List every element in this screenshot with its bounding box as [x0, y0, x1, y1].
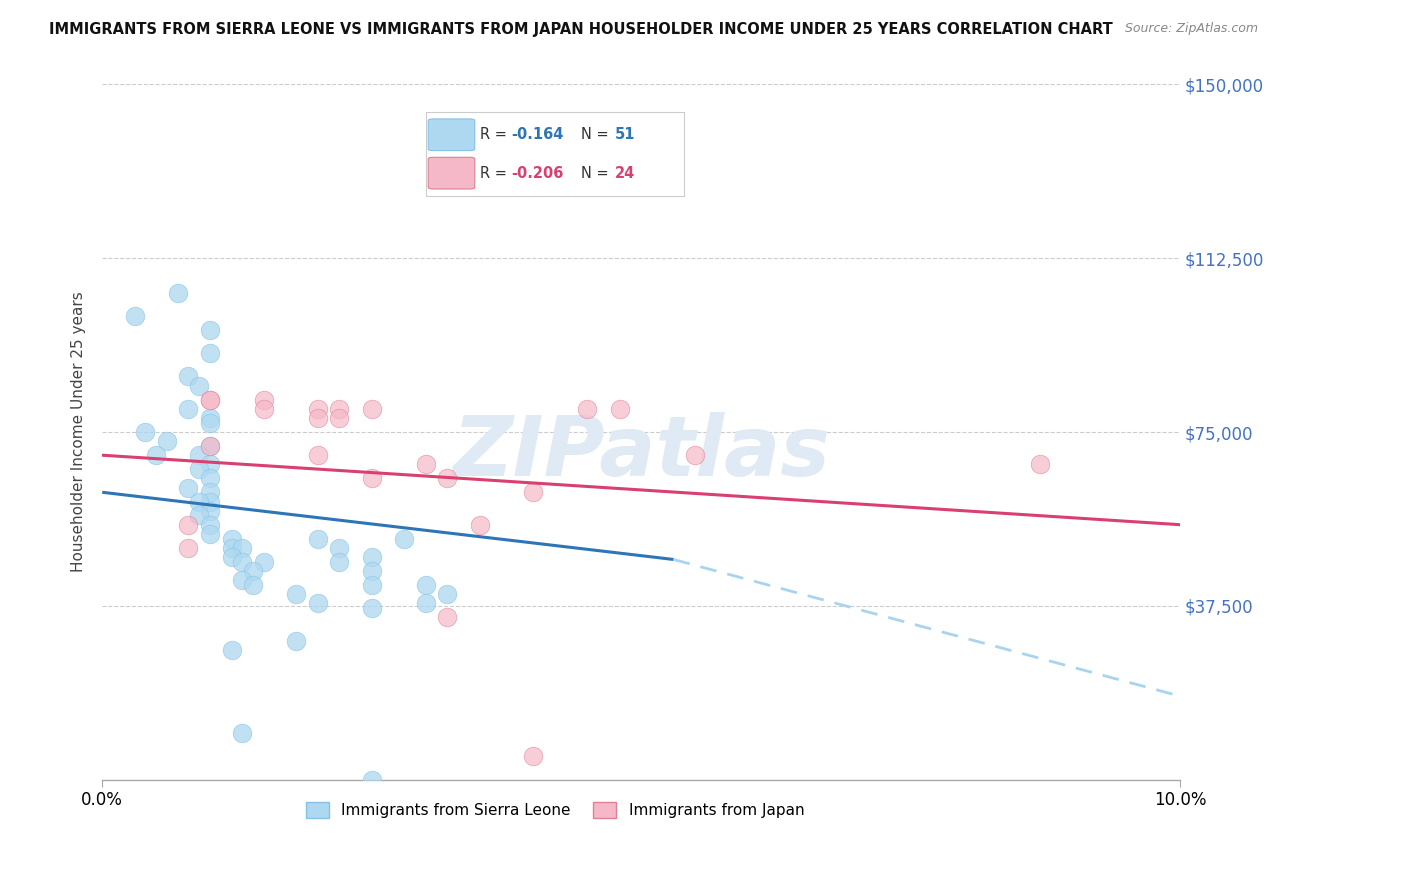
Point	[328, 401, 350, 416]
Point	[198, 416, 221, 430]
Point	[415, 458, 437, 472]
Point	[177, 541, 200, 555]
Point	[360, 471, 382, 485]
Point	[188, 462, 211, 476]
Point	[124, 309, 146, 323]
Text: ZIPatlas: ZIPatlas	[453, 412, 830, 493]
Point	[166, 285, 188, 300]
Text: Source: ZipAtlas.com: Source: ZipAtlas.com	[1125, 22, 1258, 36]
Point	[522, 749, 544, 764]
Point	[360, 401, 382, 416]
Text: IMMIGRANTS FROM SIERRA LEONE VS IMMIGRANTS FROM JAPAN HOUSEHOLDER INCOME UNDER 2: IMMIGRANTS FROM SIERRA LEONE VS IMMIGRAN…	[49, 22, 1114, 37]
Point	[177, 481, 200, 495]
Point	[683, 448, 706, 462]
Point	[231, 555, 253, 569]
Point	[360, 601, 382, 615]
Point	[360, 578, 382, 592]
Point	[231, 574, 253, 588]
Point	[145, 448, 167, 462]
Point	[1029, 458, 1052, 472]
Point	[198, 346, 221, 360]
Point	[188, 448, 211, 462]
Point	[609, 401, 631, 416]
Legend: Immigrants from Sierra Leone, Immigrants from Japan: Immigrants from Sierra Leone, Immigrants…	[299, 796, 810, 824]
Point	[134, 425, 156, 439]
Point	[221, 643, 243, 657]
Point	[221, 550, 243, 565]
Point	[198, 323, 221, 337]
Point	[253, 401, 276, 416]
Point	[177, 517, 200, 532]
Point	[177, 369, 200, 384]
Point	[392, 532, 415, 546]
Point	[242, 564, 264, 578]
Point	[328, 541, 350, 555]
Point	[522, 485, 544, 500]
Point	[156, 434, 179, 449]
Point	[198, 527, 221, 541]
Y-axis label: Householder Income Under 25 years: Householder Income Under 25 years	[72, 292, 86, 573]
Point	[198, 504, 221, 518]
Point	[198, 392, 221, 407]
Point	[468, 517, 491, 532]
Point	[307, 532, 329, 546]
Point	[198, 517, 221, 532]
Point	[221, 541, 243, 555]
Point	[188, 508, 211, 523]
Point	[307, 597, 329, 611]
Point	[231, 541, 253, 555]
Point	[221, 532, 243, 546]
Point	[188, 494, 211, 508]
Point	[231, 726, 253, 740]
Point	[198, 471, 221, 485]
Point	[198, 392, 221, 407]
Point	[436, 471, 458, 485]
Point	[198, 439, 221, 453]
Point	[285, 633, 308, 648]
Point	[285, 587, 308, 601]
Point	[415, 597, 437, 611]
Point	[360, 772, 382, 787]
Point	[360, 564, 382, 578]
Point	[307, 401, 329, 416]
Point	[328, 411, 350, 425]
Point	[253, 555, 276, 569]
Point	[436, 587, 458, 601]
Point	[576, 401, 599, 416]
Point	[177, 401, 200, 416]
Point	[328, 555, 350, 569]
Point	[307, 411, 329, 425]
Point	[436, 610, 458, 624]
Point	[253, 392, 276, 407]
Point	[242, 578, 264, 592]
Point	[198, 411, 221, 425]
Point	[198, 439, 221, 453]
Point	[360, 550, 382, 565]
Point	[188, 378, 211, 392]
Point	[307, 448, 329, 462]
Point	[198, 485, 221, 500]
Point	[415, 578, 437, 592]
Point	[198, 494, 221, 508]
Point	[198, 458, 221, 472]
